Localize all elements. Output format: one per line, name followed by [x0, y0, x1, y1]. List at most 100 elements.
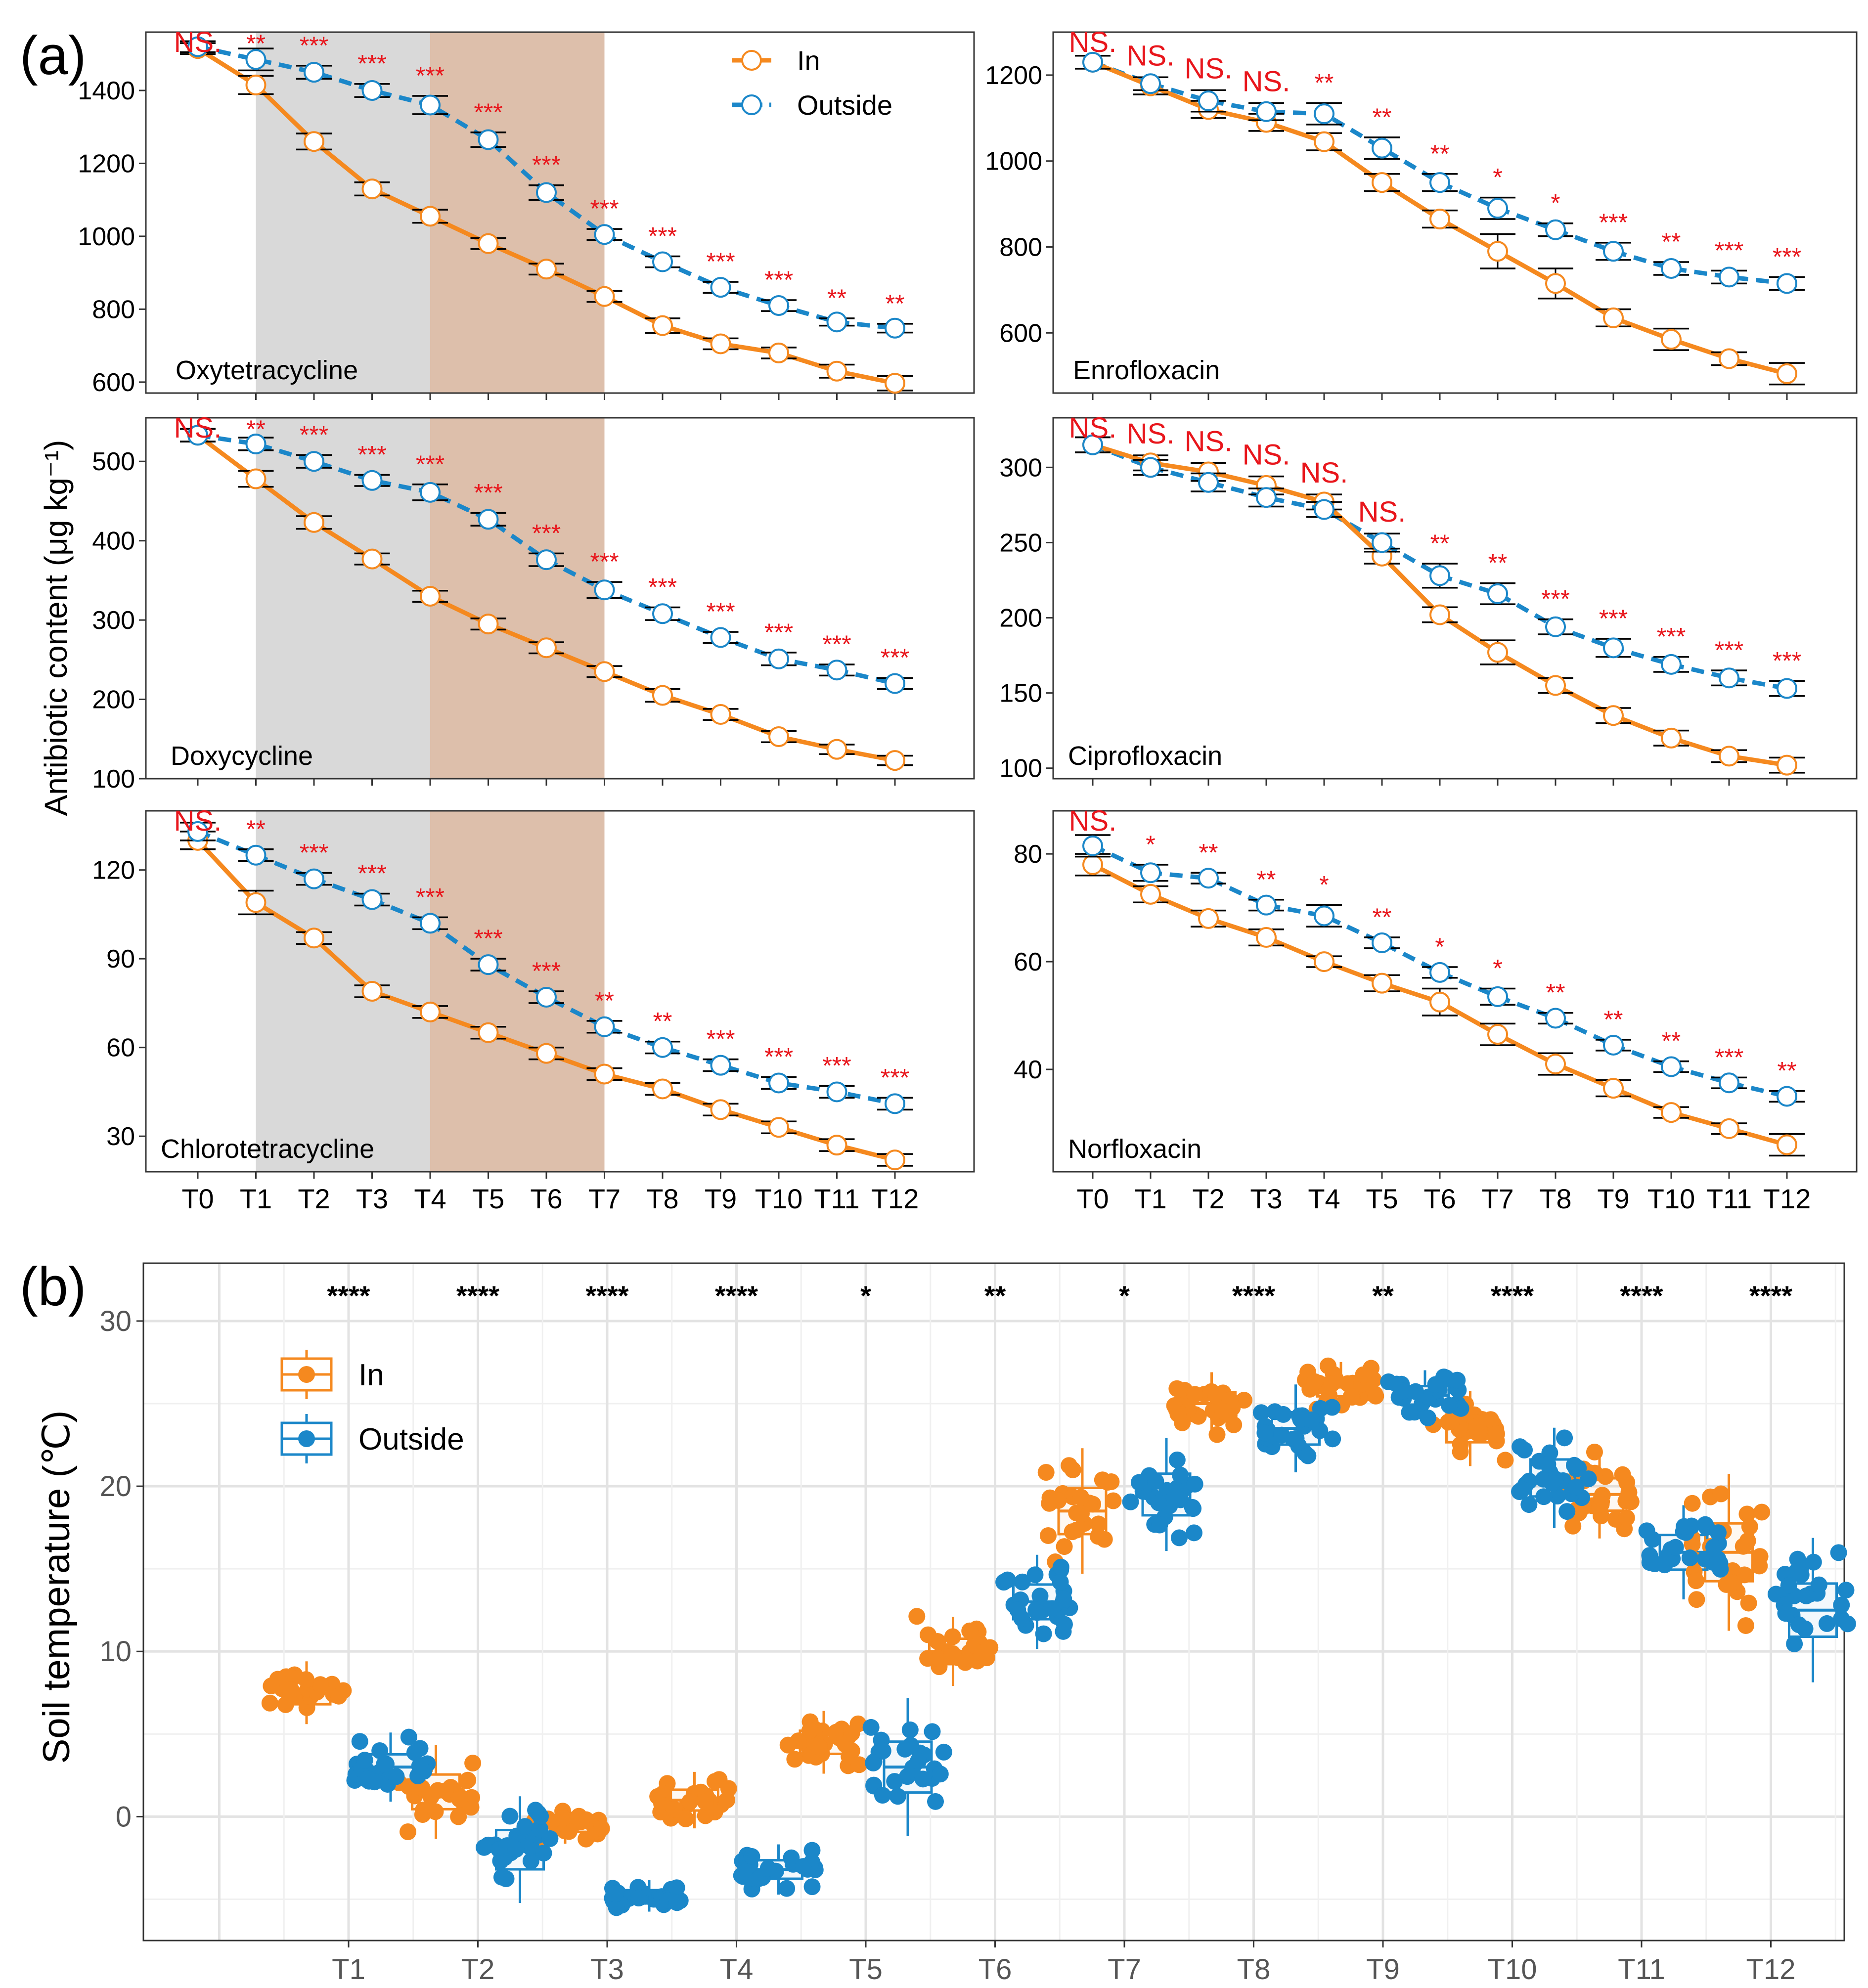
x-tick-label: T5	[849, 1953, 883, 1986]
jitter-point-in	[573, 1813, 590, 1830]
jitter-point-outside	[1839, 1615, 1856, 1633]
data-point-in	[1661, 329, 1682, 350]
jitter-point-outside	[1028, 1604, 1046, 1621]
chart-title: Oxytetracycline	[176, 355, 358, 385]
significance-label: **	[246, 30, 266, 57]
data-point-in	[1256, 927, 1277, 948]
jitter-point-outside	[759, 1860, 777, 1877]
significance-label: ***	[357, 860, 386, 887]
jitter-point-in	[944, 1628, 961, 1645]
jitter-point-outside	[733, 1867, 750, 1884]
legend-outside-label: Outside	[797, 89, 892, 121]
jitter-point-in	[930, 1650, 947, 1667]
significance-label: NS.	[174, 26, 222, 58]
jitter-point-outside	[1186, 1475, 1203, 1493]
jitter-point-in	[1497, 1452, 1514, 1469]
data-point-in	[885, 750, 905, 771]
legend-in-label: In	[797, 45, 820, 76]
significance-label: ****	[1232, 1280, 1275, 1311]
jitter-point-in	[330, 1687, 348, 1705]
jitter-point-in	[961, 1622, 978, 1639]
significance-label: **	[984, 1280, 1006, 1311]
data-point-in	[1314, 131, 1334, 152]
y-tick-label: 400	[92, 527, 135, 556]
jitter-point-in	[593, 1820, 610, 1837]
jitter-point-outside	[476, 1839, 493, 1856]
data-point-in	[652, 315, 673, 336]
winter-shading-band	[256, 418, 430, 779]
data-point-outside	[710, 277, 731, 298]
y-tick-label: 1200	[78, 149, 135, 178]
jitter-point-outside	[376, 1756, 393, 1773]
x-tick-label: T9	[1597, 1183, 1629, 1214]
significance-label: **	[1604, 1006, 1623, 1033]
jitter-point-outside	[1147, 1473, 1164, 1490]
significance-label: ***	[1715, 236, 1743, 264]
significance-label: *	[1319, 871, 1329, 899]
x-tick-label: T7	[1481, 1183, 1513, 1214]
y-tick-label: 40	[1014, 1056, 1042, 1084]
jitter-point-in	[681, 1793, 699, 1811]
y-tick-label: 500	[92, 447, 135, 476]
data-point-in	[594, 661, 615, 682]
data-point-in	[478, 233, 499, 254]
data-point-in	[304, 928, 324, 949]
jitter-point-outside	[668, 1879, 685, 1897]
jitter-point-outside	[356, 1752, 373, 1769]
jitter-point-outside	[1288, 1430, 1305, 1447]
jitter-point-outside	[608, 1899, 625, 1916]
jitter-point-outside	[1580, 1470, 1597, 1488]
data-point-outside	[1429, 962, 1450, 983]
data-point-outside	[1082, 835, 1103, 856]
jitter-point-in	[1738, 1505, 1756, 1523]
jitter-point-outside	[1786, 1635, 1803, 1652]
jitter-point-in	[1618, 1509, 1635, 1526]
data-point-in	[1545, 273, 1566, 294]
significance-label: ***	[474, 479, 502, 507]
x-tick-label: T11	[1618, 1953, 1665, 1986]
jitter-point-outside	[1556, 1429, 1573, 1447]
significance-label: ***	[1599, 209, 1628, 236]
significance-label: ***	[706, 598, 735, 625]
jitter-point-outside	[910, 1753, 927, 1770]
x-tick-label: T3	[590, 1953, 624, 1986]
jitter-point-outside	[1052, 1558, 1069, 1576]
jitter-point-outside	[1427, 1376, 1444, 1393]
jitter-point-outside	[535, 1845, 552, 1862]
significance-label: **	[1199, 839, 1218, 866]
jitter-point-in	[801, 1722, 818, 1739]
jitter-point-outside	[507, 1841, 525, 1858]
data-point-outside	[361, 80, 383, 101]
jitter-point-in	[1614, 1466, 1631, 1483]
x-tick-label: T4	[720, 1953, 754, 1986]
line-chart-chlorotetracycline: 30 60 90 120 T0 T1 T2 T3 T4 T5 T6 T7 T8 T9 T10 T11 T12 NS…	[92, 805, 975, 1214]
jitter-point-outside	[778, 1880, 796, 1897]
x-tick-label: T2	[1192, 1183, 1224, 1214]
jitter-point-in	[1089, 1528, 1107, 1545]
data-point-in	[1719, 1118, 1739, 1139]
x-tick-label: T8	[1237, 1953, 1271, 1986]
jitter-point-outside	[1681, 1549, 1698, 1567]
significance-label: ***	[1715, 636, 1743, 664]
data-point-outside	[885, 1093, 905, 1114]
x-tick-label: T9	[705, 1183, 737, 1214]
significance-label: **	[246, 815, 266, 843]
jitter-point-in	[1753, 1503, 1771, 1521]
significance-label: ***	[706, 248, 735, 275]
significance-label: ***	[1715, 1043, 1743, 1071]
x-tick-label: T6	[978, 1953, 1012, 1986]
jitter-point-in	[697, 1793, 714, 1811]
data-point-outside	[536, 549, 557, 571]
data-point-outside	[1314, 905, 1334, 927]
jitter-point-outside	[932, 1766, 949, 1783]
y-tick-label: 600	[999, 319, 1042, 348]
significance-label: *	[1435, 933, 1444, 961]
significance-label: ****	[327, 1280, 370, 1311]
data-point-in	[768, 1117, 789, 1138]
jitter-point-outside	[914, 1770, 932, 1788]
significance-label: ***	[474, 925, 502, 952]
jitter-point-in	[311, 1676, 329, 1693]
jitter-point-in	[1072, 1505, 1090, 1522]
significance-label: ***	[881, 644, 909, 671]
